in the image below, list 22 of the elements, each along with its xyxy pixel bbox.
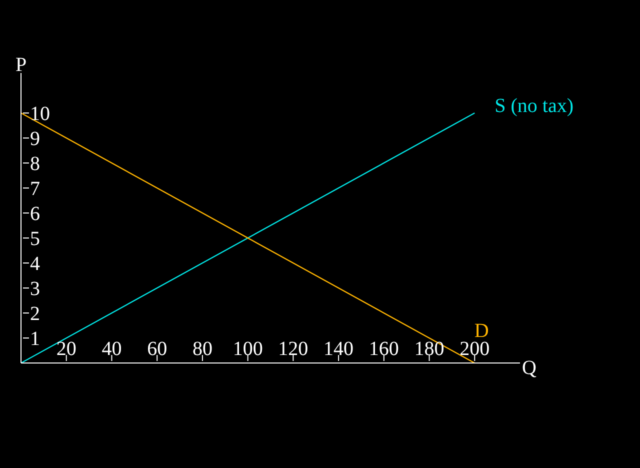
x-tick-label: 20 xyxy=(56,338,76,360)
y-tick-label: 2 xyxy=(30,303,40,325)
y-tick-label: 4 xyxy=(30,253,40,275)
y-tick-label: 10 xyxy=(30,103,50,125)
x-tick-label: 60 xyxy=(147,338,168,360)
x-axis-title: Q xyxy=(522,357,537,379)
y-tick-label: 6 xyxy=(30,203,40,225)
x-tick-label: 100 xyxy=(232,338,263,360)
y-tick-label: 8 xyxy=(30,153,40,175)
series-label: S (no tax) xyxy=(494,95,574,117)
x-tick-label: 120 xyxy=(278,338,308,360)
y-tick-label: 7 xyxy=(30,178,40,200)
x-tick-label: 40 xyxy=(102,338,122,360)
x-tick-label: 140 xyxy=(324,338,354,360)
x-tick-label: 180 xyxy=(414,338,444,360)
y-tick-label: 9 xyxy=(30,128,40,150)
y-axis-title: P xyxy=(15,54,27,76)
y-tick-label: 3 xyxy=(30,278,40,300)
x-tick-label: 160 xyxy=(368,338,399,360)
y-tick-label: 1 xyxy=(30,328,40,350)
y-tick-label: 5 xyxy=(30,228,40,250)
x-tick-label: 80 xyxy=(192,338,212,360)
